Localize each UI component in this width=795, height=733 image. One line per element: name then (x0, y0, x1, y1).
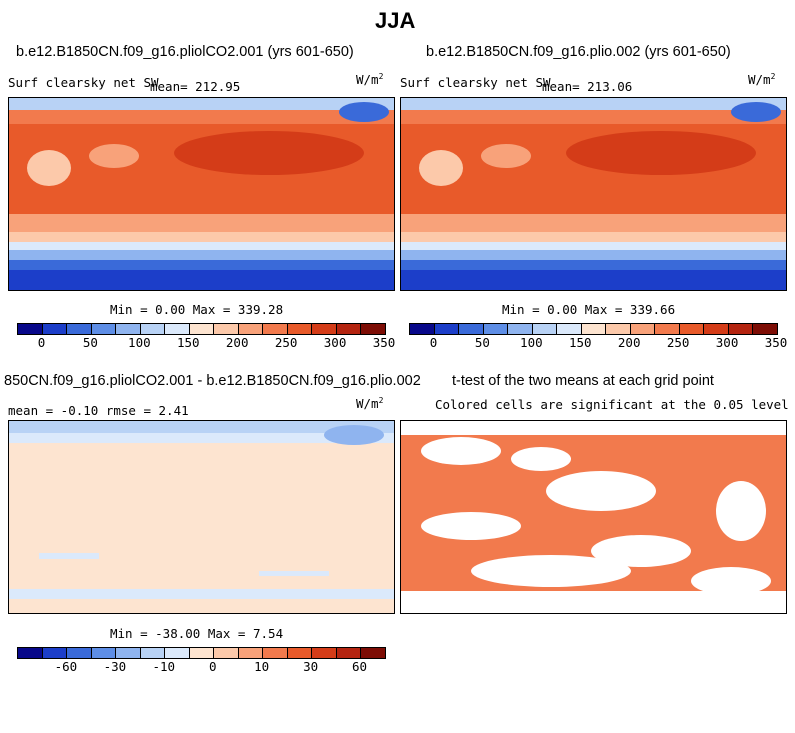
colorbar-tick-label: 150 (176, 335, 200, 350)
colorbar-tick-label: -60 (54, 659, 78, 674)
colorbar-tick-label: 250 (666, 335, 690, 350)
colorbar-swatch (312, 648, 337, 658)
colorbar-swatch (434, 324, 460, 334)
colorbar-swatch (557, 324, 582, 334)
colorbar-swatch (42, 324, 68, 334)
colorbar-swatch (263, 648, 288, 658)
colorbar-swatch (336, 324, 362, 334)
panel1-variable-label: Surf clearsky net SW (8, 75, 159, 90)
colorbar-swatch (581, 324, 607, 334)
colorbar-swatch (116, 324, 141, 334)
panel2-variable-label: Surf clearsky net SW (400, 75, 551, 90)
colorbar-swatch (165, 324, 190, 334)
colorbar-swatch (728, 324, 754, 334)
colorbar-swatch (361, 324, 385, 334)
colorbar-swatch (238, 648, 264, 658)
colorbar-swatch (336, 648, 362, 658)
colorbar-swatch (753, 324, 777, 334)
colorbar-tick-label: 100 (520, 335, 543, 350)
figure-title: JJA (375, 8, 416, 33)
colorbar-swatch (18, 648, 43, 658)
colorbar-tick-label: 100 (128, 335, 151, 350)
colorbar-swatch (140, 324, 166, 334)
colorbar-swatch (189, 648, 215, 658)
colorbar-swatch (532, 324, 558, 334)
colorbar-swatch (361, 648, 385, 658)
colorbar-swatch (238, 324, 264, 334)
panel1-map-field (9, 98, 394, 290)
colorbar-swatch (91, 648, 117, 658)
panel2-unit: W/m2 (748, 72, 776, 88)
colorbar-swatch (606, 324, 631, 334)
colorbar-swatch (679, 324, 705, 334)
colorbar-swatch (116, 648, 141, 658)
colorbar-tick-label: 200 (225, 335, 249, 350)
panel3-unit: W/m2 (356, 396, 384, 412)
panel1-minmax: Min = 0.00 Max = 339.28 (110, 302, 284, 317)
colorbar-swatch (704, 324, 729, 334)
colorbar-tick-label: 30 (303, 659, 319, 674)
colorbar-swatch (410, 324, 435, 334)
colorbar-tick-label: 350 (372, 335, 396, 350)
colorbar-tick-label: 350 (764, 335, 788, 350)
colorbar-swatch (459, 324, 484, 334)
colorbar-tick-label: 300 (323, 335, 347, 350)
panel1-colorbar (17, 323, 386, 335)
panel1-unit: W/m2 (356, 72, 384, 88)
panel1-title: b.e12.B1850CN.f09_g16.pliolCO2.001 (yrs … (16, 44, 354, 60)
colorbar-swatch (655, 324, 680, 334)
panel1-map (8, 97, 395, 291)
colorbar-tick-label: 150 (568, 335, 592, 350)
colorbar-tick-label: -10 (152, 659, 176, 674)
colorbar-swatch (287, 324, 313, 334)
colorbar-swatch (630, 324, 656, 334)
colorbar-swatch (312, 324, 337, 334)
colorbar-tick-label: -30 (103, 659, 127, 674)
colorbar-swatch (508, 324, 533, 334)
colorbar-swatch (42, 648, 68, 658)
colorbar-tick-label: 0 (37, 335, 46, 350)
panel2-minmax: Min = 0.00 Max = 339.66 (502, 302, 676, 317)
panel2-colorbar-ticks: 0 50 100 150 200 250 300 350 (409, 335, 788, 351)
colorbar-swatch (263, 324, 288, 334)
panel3-map (8, 420, 395, 614)
colorbar-swatch (287, 648, 313, 658)
colorbar-tick-label: 200 (617, 335, 641, 350)
panel1-mean-label: mean= 212.95 (150, 79, 241, 94)
panel2-map-field (401, 98, 786, 290)
panel2-map (400, 97, 787, 291)
colorbar-swatch (67, 648, 92, 658)
colorbar-swatch (189, 324, 215, 334)
panel3-colorbar-ticks: -60 -30 -10 0 10 30 60 (17, 659, 384, 675)
colorbar-tick-label: 0 (429, 335, 438, 350)
colorbar-tick-label: 300 (715, 335, 739, 350)
panel4-map (400, 420, 787, 614)
colorbar-swatch (91, 324, 117, 334)
panel2-mean-label: mean= 213.06 (542, 79, 633, 94)
colorbar-tick-label: 0 (208, 659, 217, 674)
colorbar-tick-label: 60 (352, 659, 368, 674)
panel2-colorbar (409, 323, 778, 335)
panel3-title: 850CN.f09_g16.pliolCO2.001 - b.e12.B1850… (4, 373, 421, 389)
panel4-map-field (401, 421, 786, 613)
colorbar-swatch (165, 648, 190, 658)
panel2-title: b.e12.B1850CN.f09_g16.plio.002 (yrs 601-… (426, 44, 731, 60)
panel3-stats: mean = -0.10 rmse = 2.41 (8, 403, 189, 418)
panel3-minmax: Min = -38.00 Max = 7.54 (110, 626, 284, 641)
panel4-subtitle: Colored cells are significant at the 0.0… (435, 397, 789, 412)
colorbar-tick-label: 10 (254, 659, 270, 674)
panel3-map-field (9, 421, 394, 613)
colorbar-tick-label: 50 (82, 335, 98, 350)
panel4-title: t-test of the two means at each grid poi… (452, 373, 714, 389)
colorbar-swatch (483, 324, 509, 334)
colorbar-swatch (140, 648, 166, 658)
colorbar-swatch (214, 648, 239, 658)
colorbar-swatch (67, 324, 92, 334)
colorbar-swatch (18, 324, 43, 334)
panel1-colorbar-ticks: 0 50 100 150 200 250 300 350 (17, 335, 396, 351)
colorbar-tick-label: 250 (274, 335, 298, 350)
panel3-colorbar (17, 647, 386, 659)
colorbar-tick-label: 50 (474, 335, 490, 350)
colorbar-swatch (214, 324, 239, 334)
